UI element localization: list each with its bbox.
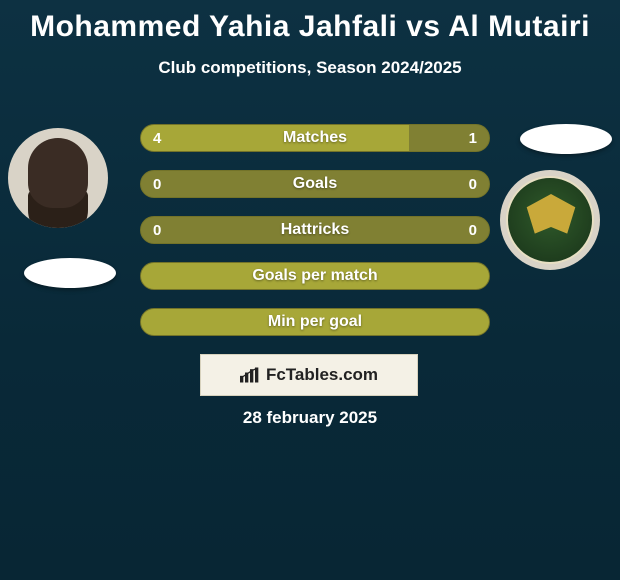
- stat-label: Min per goal: [141, 309, 489, 335]
- generated-date: 28 february 2025: [0, 408, 620, 428]
- stat-rows: 4 Matches 1 0 Goals 0 0 Hattricks 0 Goal…: [140, 124, 490, 354]
- player-left-flag: [24, 258, 116, 288]
- stat-row-matches: 4 Matches 1: [140, 124, 490, 152]
- stat-label: Matches: [141, 125, 489, 151]
- barchart-icon: [240, 367, 260, 383]
- comparison-card: Mohammed Yahia Jahfali vs Al Mutairi Clu…: [0, 0, 620, 580]
- brand-badge: FcTables.com: [200, 354, 418, 396]
- avatar-face-shape: [28, 138, 88, 208]
- stat-row-hattricks: 0 Hattricks 0: [140, 216, 490, 244]
- stat-label: Goals per match: [141, 263, 489, 289]
- brand-text: FcTables.com: [266, 365, 378, 385]
- stat-row-min-per-goal: Min per goal: [140, 308, 490, 336]
- player-right-flag: [520, 124, 612, 154]
- player-left-avatar: [8, 128, 108, 228]
- stat-row-goals-per-match: Goals per match: [140, 262, 490, 290]
- player-right-avatar: [500, 170, 600, 270]
- stat-row-goals: 0 Goals 0: [140, 170, 490, 198]
- stat-value-right: 0: [457, 171, 489, 197]
- stat-label: Goals: [141, 171, 489, 197]
- stat-value-right: 1: [457, 125, 489, 151]
- stat-value-right: 0: [457, 217, 489, 243]
- stat-label: Hattricks: [141, 217, 489, 243]
- subtitle: Club competitions, Season 2024/2025: [0, 58, 620, 78]
- page-title: Mohammed Yahia Jahfali vs Al Mutairi: [0, 0, 620, 44]
